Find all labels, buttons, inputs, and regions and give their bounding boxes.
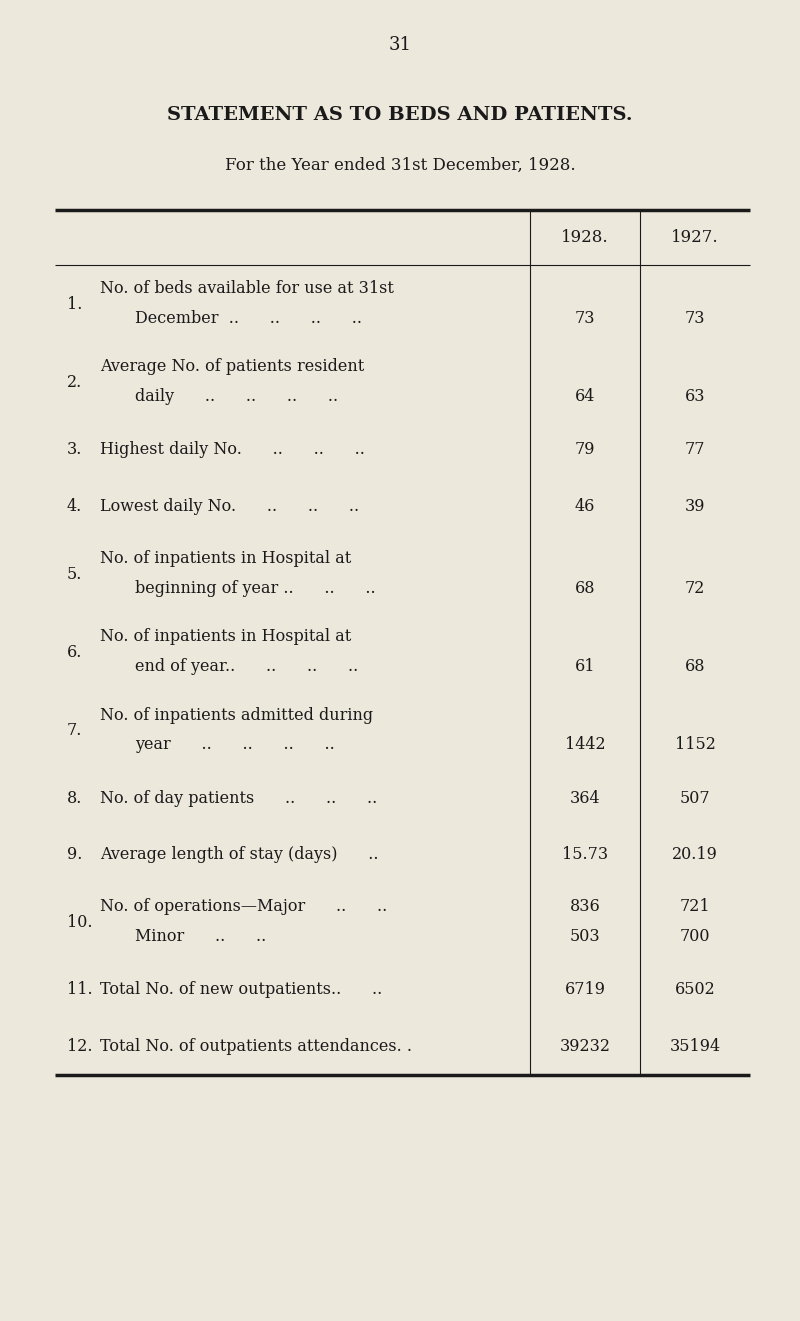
Text: 79: 79 — [574, 441, 595, 458]
Text: 1152: 1152 — [674, 736, 715, 753]
Text: 61: 61 — [574, 658, 595, 675]
Text: 6.: 6. — [67, 643, 82, 660]
Text: 507: 507 — [680, 790, 710, 807]
Text: 5.: 5. — [67, 565, 82, 583]
Text: Highest daily No.      ..      ..      ..: Highest daily No. .. .. .. — [100, 441, 365, 458]
Text: 1927.: 1927. — [671, 229, 719, 246]
Text: 9.: 9. — [67, 847, 82, 864]
Text: 73: 73 — [685, 309, 706, 326]
Text: 39232: 39232 — [559, 1038, 610, 1055]
Text: 10.: 10. — [67, 914, 93, 931]
Text: 12.: 12. — [67, 1038, 93, 1055]
Text: 73: 73 — [574, 309, 595, 326]
Text: 11.: 11. — [67, 982, 93, 999]
Text: 68: 68 — [685, 658, 706, 675]
Text: 2.: 2. — [67, 374, 82, 391]
Text: 4.: 4. — [67, 498, 82, 515]
Text: 8.: 8. — [67, 790, 82, 807]
Text: No. of inpatients in Hospital at: No. of inpatients in Hospital at — [100, 550, 351, 567]
Text: 6502: 6502 — [674, 982, 715, 999]
Text: 3.: 3. — [67, 441, 82, 458]
Text: No. of inpatients in Hospital at: No. of inpatients in Hospital at — [100, 629, 351, 645]
Text: 64: 64 — [575, 388, 595, 406]
Text: No. of inpatients admitted during: No. of inpatients admitted during — [100, 707, 373, 724]
Text: 39: 39 — [685, 498, 706, 515]
Text: 35194: 35194 — [670, 1038, 721, 1055]
Text: Average length of stay (days)      ..: Average length of stay (days) .. — [100, 847, 378, 864]
Text: No. of operations—Major      ..      ..: No. of operations—Major .. .. — [100, 898, 387, 915]
Text: Lowest daily No.      ..      ..      ..: Lowest daily No. .. .. .. — [100, 498, 359, 515]
Text: 46: 46 — [575, 498, 595, 515]
Text: 68: 68 — [574, 580, 595, 597]
Text: No. of beds available for use at 31st: No. of beds available for use at 31st — [100, 280, 394, 297]
Text: 63: 63 — [685, 388, 706, 406]
Text: 836: 836 — [570, 898, 600, 915]
Text: 77: 77 — [685, 441, 706, 458]
Text: 503: 503 — [570, 927, 600, 945]
Text: daily      ..      ..      ..      ..: daily .. .. .. .. — [135, 388, 338, 406]
Text: 7.: 7. — [67, 723, 82, 740]
Text: 20.19: 20.19 — [672, 847, 718, 864]
Text: 1442: 1442 — [565, 736, 606, 753]
Text: 364: 364 — [570, 790, 600, 807]
Text: Minor      ..      ..: Minor .. .. — [135, 927, 266, 945]
Text: 1.: 1. — [67, 296, 82, 313]
Text: beginning of year ..      ..      ..: beginning of year .. .. .. — [135, 580, 376, 597]
Text: 1928.: 1928. — [561, 229, 609, 246]
Text: For the Year ended 31st December, 1928.: For the Year ended 31st December, 1928. — [225, 156, 575, 173]
Text: end of year..      ..      ..      ..: end of year.. .. .. .. — [135, 658, 358, 675]
Text: Average No. of patients resident: Average No. of patients resident — [100, 358, 364, 375]
Text: No. of day patients      ..      ..      ..: No. of day patients .. .. .. — [100, 790, 378, 807]
Text: 72: 72 — [685, 580, 705, 597]
Text: STATEMENT AS TO BEDS AND PATIENTS.: STATEMENT AS TO BEDS AND PATIENTS. — [167, 106, 633, 124]
Text: 721: 721 — [680, 898, 710, 915]
Text: year      ..      ..      ..      ..: year .. .. .. .. — [135, 736, 334, 753]
Text: Total No. of new outpatients..      ..: Total No. of new outpatients.. .. — [100, 982, 382, 999]
Text: 31: 31 — [389, 36, 411, 54]
Text: 15.73: 15.73 — [562, 847, 608, 864]
Text: 700: 700 — [680, 927, 710, 945]
Text: 6719: 6719 — [565, 982, 606, 999]
Text: December  ..      ..      ..      ..: December .. .. .. .. — [135, 309, 362, 326]
Text: Total No. of outpatients attendances. .: Total No. of outpatients attendances. . — [100, 1038, 412, 1055]
